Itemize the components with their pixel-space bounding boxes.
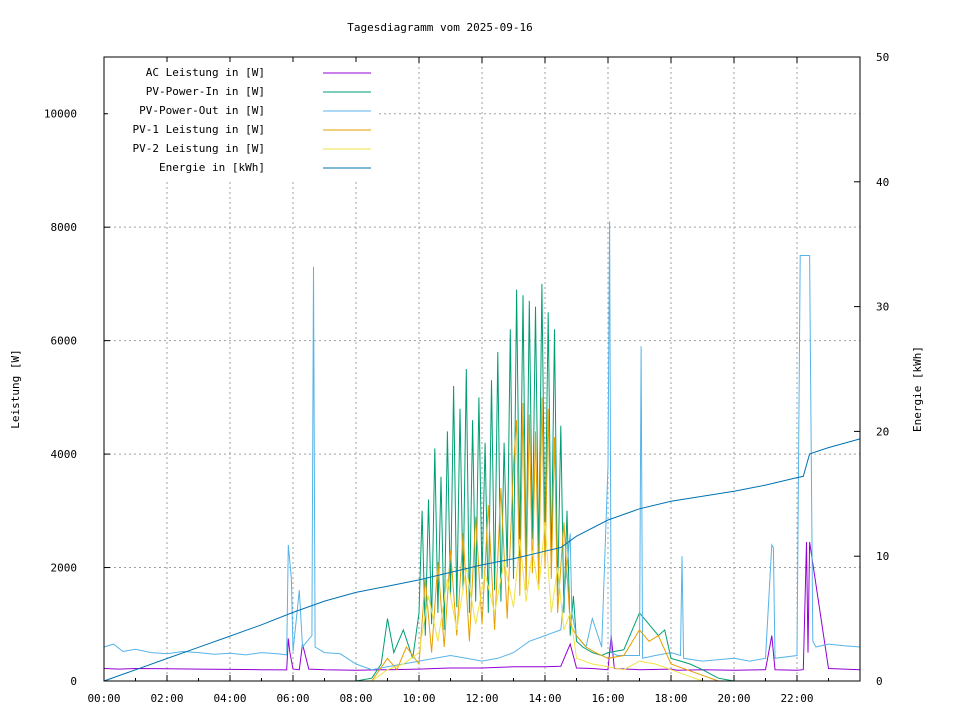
series-line-1 (103, 541, 861, 671)
y-tick-label: 2000 (51, 562, 78, 575)
y2-tick-label: 10 (876, 550, 889, 563)
y2-tick-label: 20 (876, 425, 889, 438)
x-tick-label: 14:00 (528, 692, 561, 705)
legend-background (108, 62, 378, 180)
y-axis-label: Leistung [W] (9, 349, 22, 428)
x-tick-label: 08:00 (339, 692, 372, 705)
y-tick-label: 10000 (44, 108, 77, 121)
y2-axis-label: Energie [kWh] (911, 346, 924, 432)
legend-label: AC Leistung in [W] (146, 66, 265, 79)
x-tick-label: 22:00 (780, 692, 813, 705)
y-tick-label: 4000 (51, 448, 78, 461)
y2-tick-label: 30 (876, 301, 889, 314)
legend-label: Energie in [kWh] (159, 161, 265, 174)
y2-tick-label: 50 (876, 51, 889, 64)
y2-tick-label: 0 (876, 675, 883, 688)
ticks: 00:00 02:00 04:00 06:00 08:00 10:00 12:00 14:00… (44, 51, 889, 705)
x-tick-label: 04:00 (213, 692, 246, 705)
x-tick-label: 02:00 (150, 692, 183, 705)
y-tick-label: 8000 (51, 221, 78, 234)
series-line-6 (103, 438, 861, 682)
legend-label: PV-Power-In in [W] (146, 85, 265, 98)
legend-label: PV-1 Leistung in [W] (133, 123, 265, 136)
x-tick-label: 00:00 (87, 692, 120, 705)
y2-tick-label: 40 (876, 176, 889, 189)
legend: AC Leistung in [W] PV-Power-In in [W] PV-P… (108, 62, 378, 180)
x-tick-label: 20:00 (717, 692, 750, 705)
x-tick-label: 18:00 (654, 692, 687, 705)
x-tick-label: 12:00 (465, 692, 498, 705)
series-line-5 (371, 522, 703, 682)
y-tick-label: 6000 (51, 335, 78, 348)
x-tick-label: 16:00 (591, 692, 624, 705)
legend-label: PV-2 Leistung in [W] (133, 142, 265, 155)
series-line-3 (103, 221, 861, 671)
series-layer (103, 221, 861, 682)
x-tick-label: 10:00 (402, 692, 435, 705)
y-tick-label: 0 (70, 675, 77, 688)
x-tick-label: 06:00 (276, 692, 309, 705)
series-line-4 (371, 397, 719, 682)
chart-title: Tagesdiagramm vom 2025-09-16 (347, 21, 532, 34)
legend-label: PV-Power-Out in [W] (139, 104, 265, 117)
